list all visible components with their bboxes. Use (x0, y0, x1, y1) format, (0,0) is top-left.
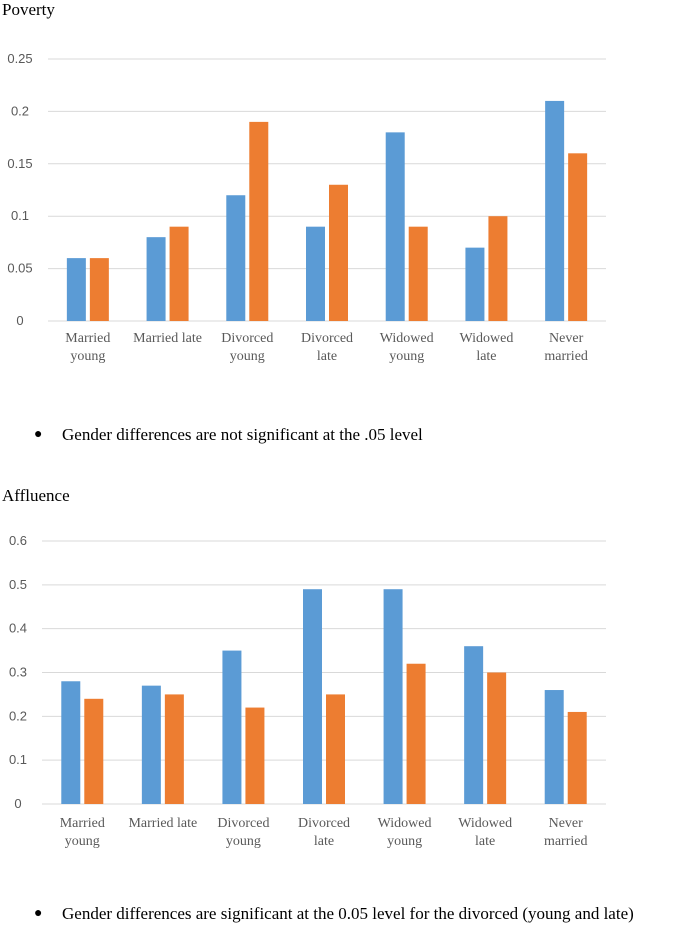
poverty-note: ● Gender differences are not significant… (34, 424, 674, 445)
x-category-label: late (314, 834, 334, 849)
y-tick-label: 0.05 (7, 261, 32, 276)
x-category-label: young (65, 834, 100, 849)
x-category-label: Divorced (221, 331, 273, 346)
bar-women (568, 153, 588, 321)
x-category-label: young (226, 834, 261, 849)
x-category-label: late (475, 834, 495, 849)
x-category-label: Never (549, 816, 584, 831)
bar-women (169, 226, 189, 321)
bar-women (84, 698, 104, 804)
x-category-label: Widowed (380, 331, 434, 346)
bar-women (249, 121, 269, 321)
bar-women (408, 226, 428, 321)
bar-men (226, 195, 246, 321)
bar-men (146, 237, 166, 321)
bar-women (488, 216, 508, 321)
bar-women (326, 694, 345, 804)
bar-men (544, 690, 564, 804)
bar-women (487, 672, 507, 804)
affluence-note-text: Gender differences are significant at th… (62, 904, 634, 923)
x-category-label: Divorced (298, 816, 350, 831)
bar-men (306, 226, 325, 321)
bar-women (245, 707, 265, 804)
x-category-label: Never (549, 331, 584, 346)
y-tick-label: 0.25 (7, 51, 32, 66)
x-category-label: Widowed (378, 816, 432, 831)
x-category-label: young (387, 834, 422, 849)
x-category-label: young (70, 349, 105, 364)
poverty-title: Poverty (2, 0, 55, 19)
bar-men (383, 589, 403, 804)
bar-women (89, 258, 109, 321)
bar-women (329, 184, 348, 321)
affluence-chart: 0 0.1 0.2 0.3 0.4 0.5 0.6 Married young Married l… (9, 533, 606, 870)
y-tick-label: 0.15 (7, 156, 32, 171)
bullet-icon: ● (34, 906, 43, 921)
bar-men (222, 650, 242, 804)
y-tick-label: 0.4 (9, 621, 27, 636)
x-category-label: married (544, 834, 588, 849)
x-category-label: late (317, 349, 337, 364)
bar-men (61, 681, 81, 804)
x-category-label: Widowed (458, 816, 512, 831)
legend-label-women: Women (328, 869, 371, 870)
x-category-label: Divorced (217, 816, 269, 831)
poverty-chart: 0 0.05 0.1 0.15 0.2 0.25 Married young Married l… (7, 51, 606, 364)
x-category-label: Divorced (301, 331, 353, 346)
bar-women (406, 663, 426, 804)
bar-men (464, 646, 484, 804)
x-category-label: Married (65, 331, 110, 346)
x-category-label: married (544, 349, 588, 364)
affluence-title: Affluence (2, 486, 70, 505)
y-tick-label: 0 (16, 313, 23, 328)
bar-men (385, 132, 405, 321)
poverty-note-text: Gender differences are not significant a… (62, 425, 423, 444)
bar-women (164, 694, 184, 804)
x-category-label: young (230, 349, 265, 364)
bar-men (545, 100, 565, 321)
y-tick-label: 0.6 (9, 533, 27, 548)
y-tick-label: 0.5 (9, 577, 27, 592)
x-category-label: Married late (133, 331, 202, 346)
legend-label-men: Men (267, 869, 293, 870)
x-category-label: young (389, 349, 424, 364)
x-category-label: Married late (128, 816, 197, 831)
y-tick-label: 0.2 (11, 103, 29, 118)
bar-men (66, 258, 86, 321)
bar-men (465, 247, 485, 321)
x-category-label: Married (60, 816, 105, 831)
x-category-label: late (476, 349, 496, 364)
y-tick-label: 0.1 (9, 752, 27, 767)
affluence-note: ● Gender differences are significant at … (34, 903, 685, 924)
bar-women (567, 711, 587, 804)
bullet-icon: ● (34, 427, 43, 442)
y-tick-label: 0.1 (11, 208, 29, 223)
x-category-label: Widowed (459, 331, 513, 346)
y-tick-label: 0 (14, 796, 21, 811)
y-tick-label: 0.2 (9, 708, 27, 723)
bar-men (303, 589, 322, 804)
bar-men (141, 685, 161, 804)
y-tick-label: 0.3 (9, 665, 27, 680)
